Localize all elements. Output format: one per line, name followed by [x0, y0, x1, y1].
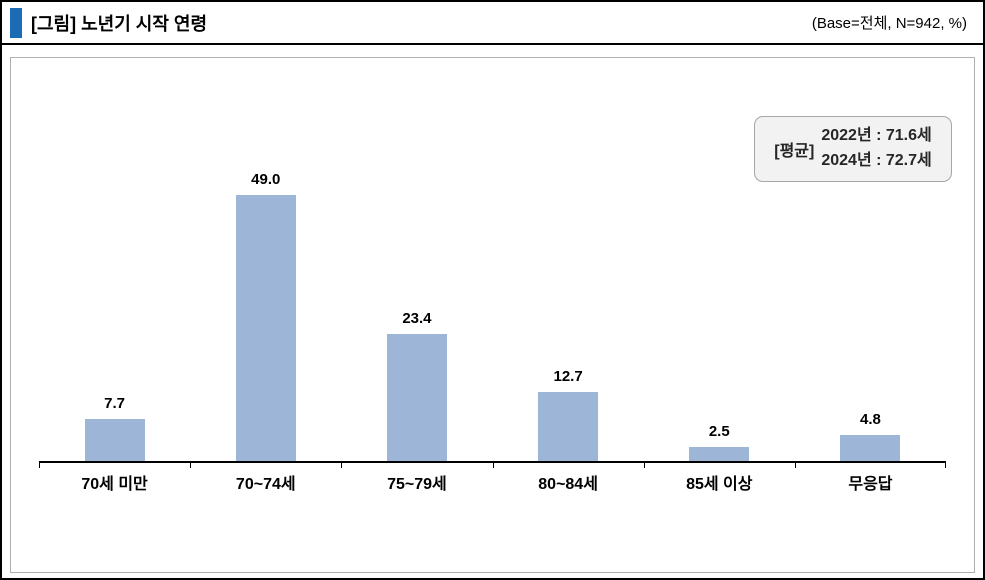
bar-value-label: 2.5 [708, 423, 730, 440]
category-label: 80~84세 [538, 476, 598, 493]
axis-tick [190, 463, 192, 468]
bar-group-4: 12.7 [493, 83, 644, 461]
bar-series: 7.7 49.0 23.4 12.7 2.5 4.8 [39, 83, 946, 461]
axis-tick [341, 463, 343, 468]
mean-annotation-box: [평균] 2022년 : 71.6세 2024년 : 72.7세 [754, 116, 952, 182]
plot-area: 7.7 49.0 23.4 12.7 2.5 4.8 [39, 83, 946, 468]
category-label: 무응답 [848, 476, 893, 493]
category-label: 70세 미만 [81, 476, 148, 493]
category-label: 85세 이상 [686, 476, 753, 493]
bar [386, 334, 447, 461]
bar-value-label: 49.0 [251, 171, 281, 188]
bar [84, 419, 145, 461]
mean-annotation-label: [평균] [774, 143, 815, 160]
bar [538, 392, 599, 461]
bar [840, 435, 901, 461]
bar-value-label: 4.8 [860, 411, 881, 428]
mean-value-2022: 2022년 : 71.6세 [821, 127, 932, 145]
title-block: [그림] 노년기 시작 연령 [10, 7, 208, 38]
mean-value-2024: 2024년 : 72.7세 [821, 152, 932, 169]
bar-group-2: 49.0 [190, 83, 341, 461]
bar-group-1: 7.7 [39, 83, 190, 461]
axis-tick [39, 463, 40, 468]
category-label: 70~74세 [235, 476, 296, 493]
bar-group-5: 2.5 [644, 83, 795, 461]
title-accent-bar [10, 7, 22, 38]
base-note: (Base=전체, N=942, %) [811, 15, 967, 32]
bar-group-6: 4.8 [795, 83, 946, 461]
axis-tick [643, 463, 645, 468]
figure-header: [그림] 노년기 시작 연령 (Base=전체, N=942, %) [2, 2, 983, 45]
figure-title: [그림] 노년기 시작 연령 [31, 13, 208, 34]
category-label: 75~79세 [387, 476, 447, 493]
axis-tick [945, 463, 946, 468]
bar-value-label: 12.7 [553, 368, 583, 385]
mean-annotation-lines: 2022년 : 71.6세 2024년 : 72.7세 [821, 124, 931, 174]
bar-value-label: 7.7 [104, 395, 126, 412]
axis-tick [794, 463, 796, 468]
bar [235, 195, 296, 461]
bar-group-3: 23.4 [341, 83, 492, 461]
bar [689, 447, 750, 461]
category-axis-labels: 70세 미만 70~74세 75~79세 80~84세 85세 이상 무응답 [39, 470, 946, 494]
axis-tick [492, 463, 494, 468]
chart-container: [평균] 2022년 : 71.6세 2024년 : 72.7세 7.7 49.0… [10, 57, 975, 573]
bar-value-label: 23.4 [402, 310, 432, 327]
